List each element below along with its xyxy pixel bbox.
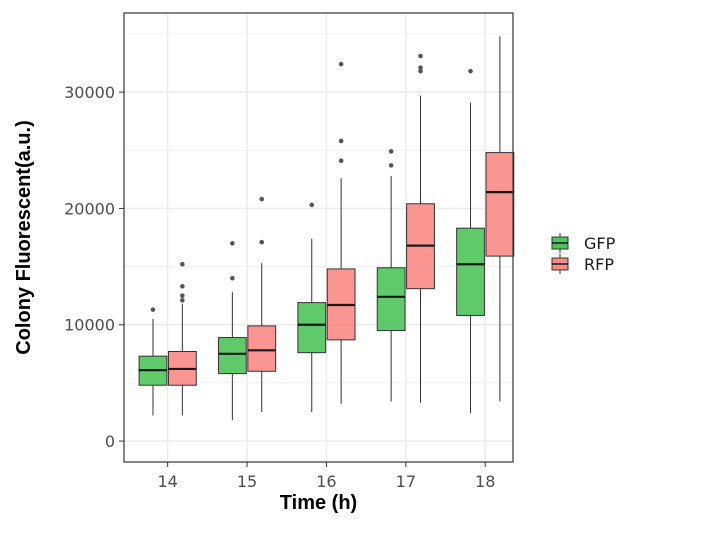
grid-layer — [124, 13, 513, 462]
outlier-point — [180, 298, 185, 303]
legend-label: GFP — [584, 234, 616, 253]
boxes-layer — [138, 36, 515, 421]
box-rfp-18 — [485, 36, 515, 402]
outlier-point — [418, 68, 423, 74]
outlier-point — [338, 61, 344, 67]
box-gfp-15 — [217, 241, 247, 421]
x-axis-title: Time (h) — [280, 492, 357, 514]
outlier-point — [338, 158, 344, 164]
outlier-point — [418, 65, 423, 70]
y-axis-title: Colony Fluorescent(a.u.) — [13, 120, 35, 354]
legend: GFP RFP — [551, 233, 616, 274]
box-iqr — [485, 152, 515, 257]
outlier-point — [230, 275, 235, 281]
outlier-point — [309, 202, 315, 208]
outlier-point — [180, 293, 185, 298]
outlier-point — [259, 196, 265, 202]
box-rfp-14 — [167, 261, 197, 416]
box-gfp-16 — [297, 202, 327, 412]
box-gfp-14 — [138, 307, 168, 416]
outlier-point — [338, 138, 344, 144]
box-rfp-15 — [247, 196, 277, 412]
outlier-point — [180, 261, 185, 267]
box-iqr — [376, 267, 406, 332]
x-tick-label: 17 — [396, 472, 416, 491]
y-tick-label: 10000 — [64, 316, 115, 335]
box-gfp-17 — [376, 149, 406, 402]
box-rfp-17 — [406, 53, 435, 403]
y-tick-label: 20000 — [64, 199, 115, 218]
box-gfp-18 — [456, 68, 485, 414]
outlier-point — [468, 68, 473, 74]
plot-panel-border — [123, 12, 514, 463]
legend-item-rfp: RFP — [551, 254, 614, 274]
box-iqr — [247, 325, 277, 372]
box-rfp-16 — [326, 61, 356, 404]
outlier-point — [150, 307, 156, 312]
x-tick-label: 16 — [316, 472, 336, 491]
axes-layer: 0 10000 20000 30000 14 15 16 17 18 — [64, 83, 495, 491]
y-tick-label: 0 — [105, 432, 115, 451]
box-iqr — [297, 302, 327, 354]
outlier-point — [388, 149, 394, 154]
box-iqr — [217, 337, 247, 375]
x-tick-label: 15 — [237, 472, 257, 491]
x-tick-label: 14 — [157, 472, 177, 491]
outlier-point — [418, 53, 423, 59]
legend-label: RFP — [584, 255, 614, 274]
outlier-point — [388, 163, 394, 168]
outlier-point — [180, 284, 185, 289]
outlier-point — [230, 241, 235, 246]
box-iqr — [456, 227, 485, 316]
y-tick-label: 30000 — [64, 83, 115, 102]
outlier-point — [259, 239, 265, 245]
x-tick-label: 18 — [475, 472, 495, 491]
legend-item-gfp: GFP — [551, 233, 616, 253]
